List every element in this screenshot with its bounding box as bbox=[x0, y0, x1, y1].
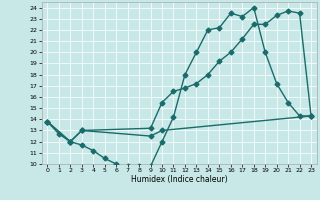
X-axis label: Humidex (Indice chaleur): Humidex (Indice chaleur) bbox=[131, 175, 228, 184]
